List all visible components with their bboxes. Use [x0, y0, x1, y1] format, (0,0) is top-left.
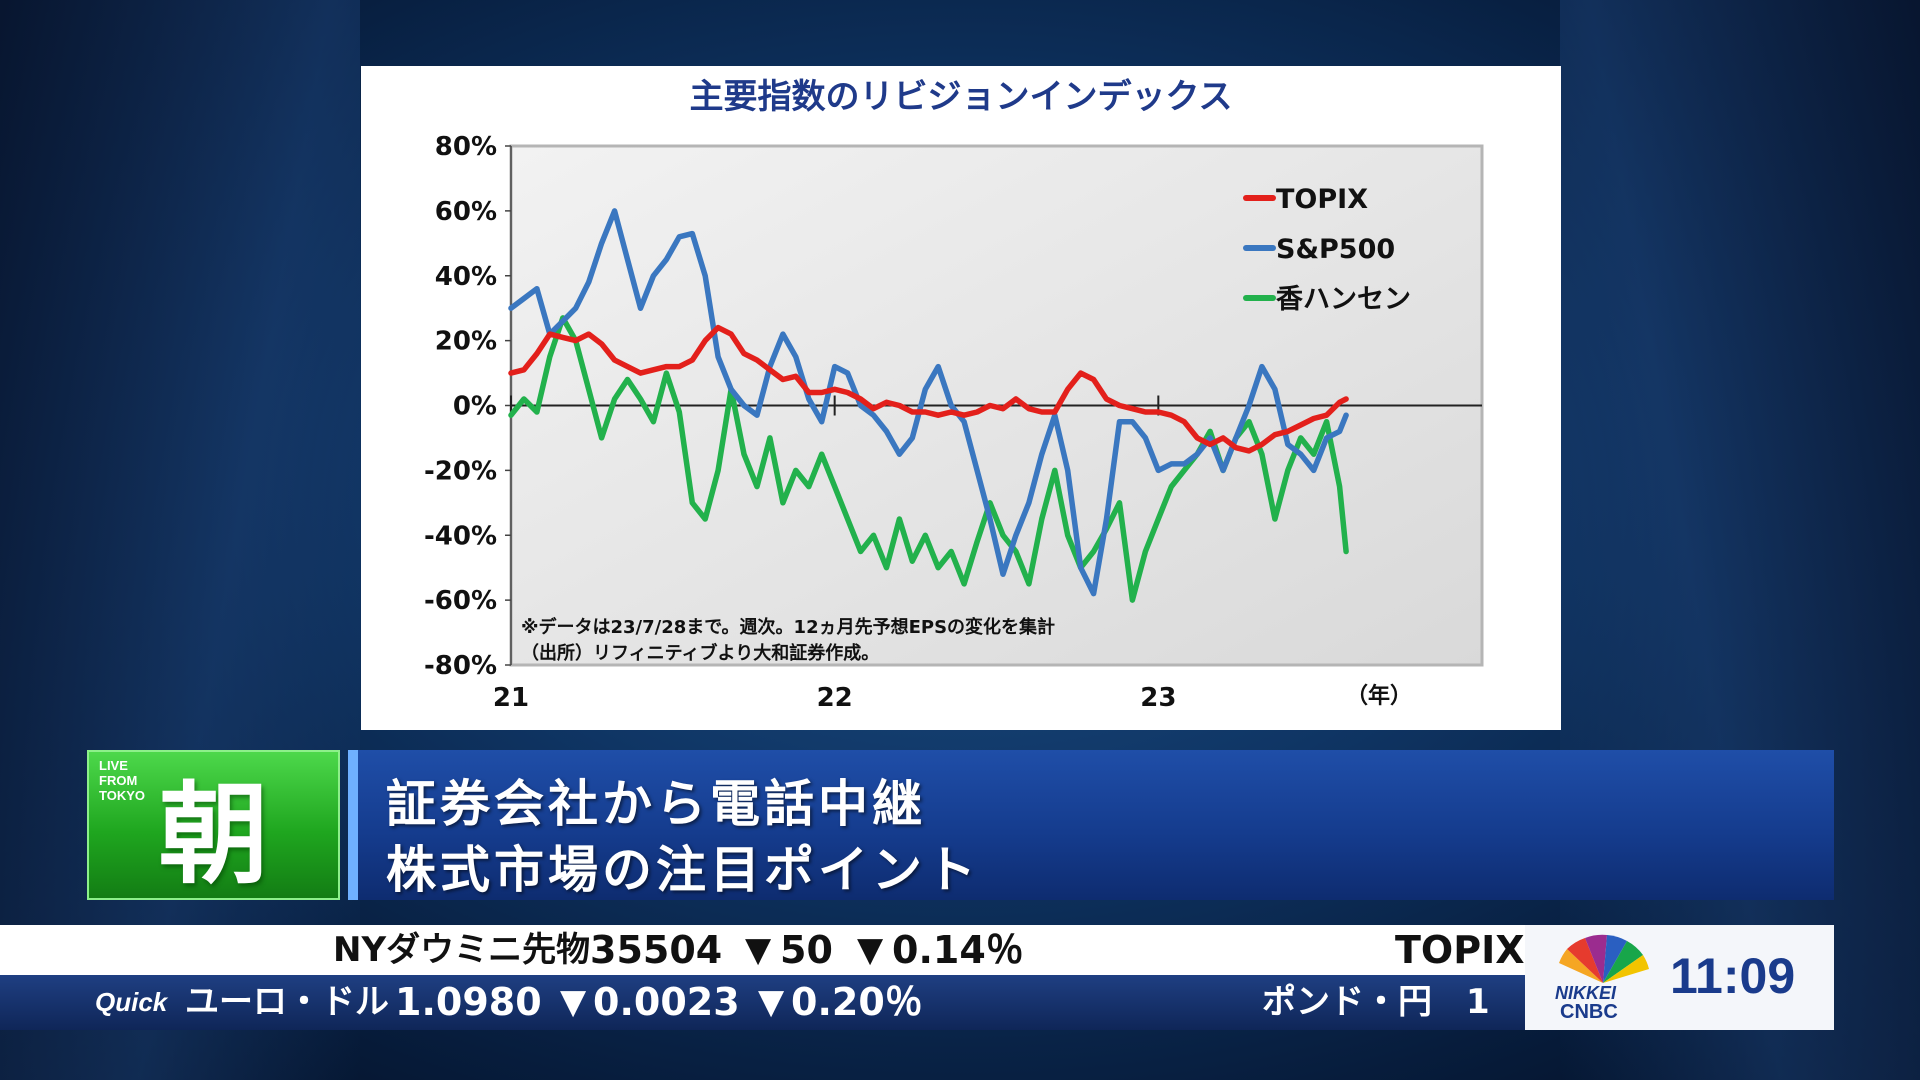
x-tick-label: 23: [1140, 683, 1176, 713]
ticker-bottom-row: Quick ユーロ・ドル 1.0980 ▼ 0.0023 ▼ 0.20％ ポンド…: [0, 975, 1525, 1030]
revision-index-chart: 主要指数のリビジョンインデックス 80% 60% 40% 20% 0% -20% -40% -…: [424, 77, 1484, 713]
live-badge-line: LIVE: [99, 758, 128, 773]
live-badge-line: TOKYO: [99, 788, 145, 803]
program-kanji: 朝: [158, 771, 269, 899]
live-from-tokyo-badge: LIVE FROM TOKYO 朝: [87, 750, 340, 900]
live-badge-text: LIVE FROM TOKYO: [99, 758, 159, 803]
background-left-panel: [0, 0, 360, 1080]
ticker-top-change: 50: [780, 928, 833, 972]
down-arrow-icon: ▼: [857, 930, 884, 970]
chart-note-line-1: ※データは23/7/28まで。週次。12ヵ月先予想EPSの変化を集計: [521, 616, 1055, 638]
y-tick-label: 80%: [435, 132, 497, 162]
y-tick-label: -20%: [424, 456, 497, 486]
ticker-bottom-change: 0.0023: [593, 980, 740, 1024]
series-layer: [508, 208, 1349, 603]
ticker-bottom-value: 1.0980: [395, 980, 542, 1024]
y-tick-label: 20%: [435, 327, 497, 357]
caption-line-2: 株式市場の注目ポイント: [386, 841, 980, 899]
legend-label: TOPIX: [1276, 184, 1368, 215]
peacock-logo-icon: [1559, 934, 1649, 983]
y-tick-label: 0%: [453, 392, 497, 422]
down-arrow-icon: ▼: [758, 982, 785, 1022]
clock: 11:09: [1670, 948, 1796, 1004]
logo-cnbc-text: CNBC: [1560, 1001, 1618, 1023]
ticker-top-value: 35504: [590, 928, 723, 972]
x-tick-label: 22: [817, 683, 853, 713]
ticker-bottom-name: ユーロ・ドル: [185, 982, 389, 1022]
down-arrow-icon: ▼: [560, 982, 587, 1022]
x-unit-label: （年）: [1346, 683, 1412, 709]
y-tick-label: -40%: [424, 521, 497, 551]
ticker-top-next: TOPIX: [1395, 928, 1525, 972]
nikkei-cnbc-logo-box: NIKKEI CNBC 11:09: [1525, 925, 1834, 1030]
background-right-panel: [1560, 0, 1920, 1080]
down-arrow-icon: ▼: [745, 930, 772, 970]
caption-line-1: 証券会社から電話中継: [386, 775, 926, 833]
logo-nikkei-text: NIKKEI: [1555, 983, 1617, 1003]
x-tick-label: 21: [493, 683, 529, 713]
legend-label: S&P500: [1276, 234, 1395, 265]
ticker-top-name: NYダウミニ先物: [333, 930, 591, 970]
chart-title: 主要指数のリビジョンインデックス: [690, 77, 1233, 117]
axes: 80% 60% 40% 20% 0% -20% -40% -60% -80%21 22 23: [424, 132, 1482, 713]
ticker-source: Quick: [95, 987, 168, 1017]
legend: TOPIX S&P500 香ハンセン: [1243, 184, 1411, 315]
legend-label: 香ハンセン: [1276, 284, 1411, 315]
y-tick-label: -60%: [424, 586, 497, 616]
live-badge-line: FROM: [99, 773, 138, 788]
caption-bar: 証券会社から電話中継 株式市場の注目ポイント: [348, 750, 1834, 900]
ticker-top-row: NYダウミニ先物 35504 ▼ 50 ▼ 0.14％ TOPIX: [0, 925, 1525, 975]
ticker-bottom-pct: 0.20％: [791, 980, 923, 1024]
ticker-bottom-next: ポンド・円 1: [1262, 982, 1490, 1022]
series-line-topix: [508, 324, 1349, 454]
chart-note-line-2: （出所）リフィニティブより大和証券作成。: [521, 642, 879, 664]
y-tick-label: 40%: [435, 262, 497, 292]
y-tick-label: 60%: [435, 197, 497, 227]
chart-card: 主要指数のリビジョンインデックス 80% 60% 40% 20% 0% -20% -40% -…: [361, 66, 1561, 730]
y-tick-label: -80%: [424, 651, 497, 681]
ticker-top-pct: 0.14％: [892, 928, 1024, 972]
